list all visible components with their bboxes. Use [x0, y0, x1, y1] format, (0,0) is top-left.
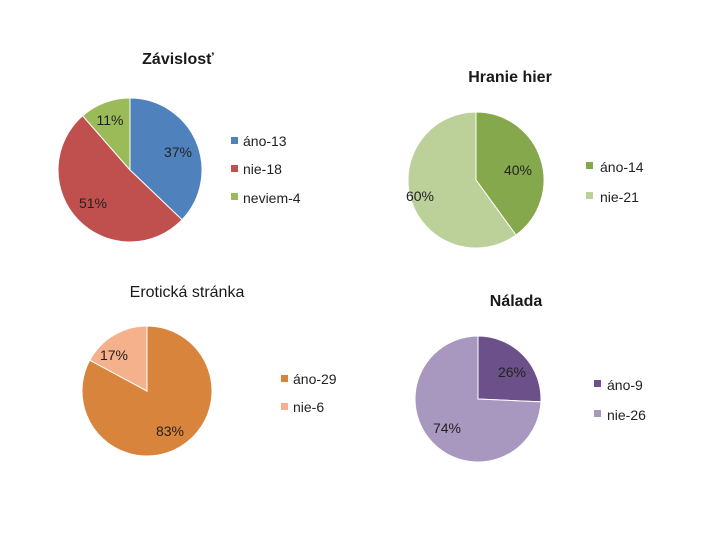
- pie-label: 60%: [406, 188, 434, 204]
- legend-item: áno-14: [600, 159, 644, 175]
- legend-item: nie-18: [243, 161, 282, 177]
- chart-title: Hranie hier: [468, 69, 552, 86]
- pie-label: 40%: [504, 162, 532, 178]
- pie-slices: [407, 111, 545, 249]
- legend-swatch: [281, 375, 288, 382]
- pie-slice: [475, 111, 545, 236]
- pie-slice: [129, 97, 203, 221]
- pie-label: 83%: [156, 423, 184, 439]
- chart-title: Závislosť: [142, 51, 214, 68]
- pie-label: 26%: [498, 364, 526, 380]
- pie-label: 37%: [164, 144, 192, 160]
- legend-item: áno-9: [607, 377, 643, 393]
- legend: áno-14 nie-21: [586, 159, 644, 205]
- legend: áno-13 nie-18 neviem-4: [231, 133, 301, 206]
- chart-title: Erotická stránka: [130, 284, 245, 301]
- legend-swatch: [594, 410, 601, 417]
- pie-label: 11%: [97, 112, 124, 128]
- legend-item: neviem-4: [243, 190, 301, 206]
- legend-swatch: [586, 192, 593, 199]
- legend-item: áno-13: [243, 133, 287, 149]
- pie-slices: [414, 335, 542, 463]
- legend-swatch: [586, 162, 593, 169]
- legend-swatch: [231, 165, 238, 172]
- legend-item: nie-21: [600, 189, 639, 205]
- legend-item: nie-6: [293, 399, 324, 415]
- pie-slices: [57, 97, 203, 243]
- chart-eroticka-stranka: Erotická stránka 83% 17% áno-29 nie-6: [81, 284, 337, 457]
- chart-zavislost: Závislosť 37% 51% 11% áno-13 nie-18 nevi…: [57, 51, 301, 243]
- pie-slice: [57, 115, 183, 243]
- legend-swatch: [231, 137, 238, 144]
- chart-hranie-hier: Hranie hier 40% 60% áno-14 nie-21: [406, 69, 644, 249]
- legend: áno-9 nie-26: [594, 377, 646, 423]
- legend-swatch: [281, 403, 288, 410]
- pie-label: 17%: [100, 347, 128, 363]
- pie-slice: [477, 335, 542, 403]
- chart-nalada: Nálada 26% 74% áno-9 nie-26: [414, 293, 646, 463]
- pie-slice: [414, 335, 542, 463]
- pie-slice: [407, 111, 517, 249]
- pie-slices: [81, 325, 213, 457]
- pie-slice: [89, 325, 148, 392]
- legend-item: áno-29: [293, 371, 337, 387]
- legend-item: nie-26: [607, 407, 646, 423]
- pie-slice: [81, 97, 131, 172]
- pie-label: 51%: [79, 195, 107, 211]
- legend-swatch: [231, 193, 238, 200]
- legend-swatch: [594, 380, 601, 387]
- pie-label: 74%: [433, 420, 461, 436]
- legend: áno-29 nie-6: [281, 371, 337, 415]
- chart-title: Nálada: [490, 293, 543, 310]
